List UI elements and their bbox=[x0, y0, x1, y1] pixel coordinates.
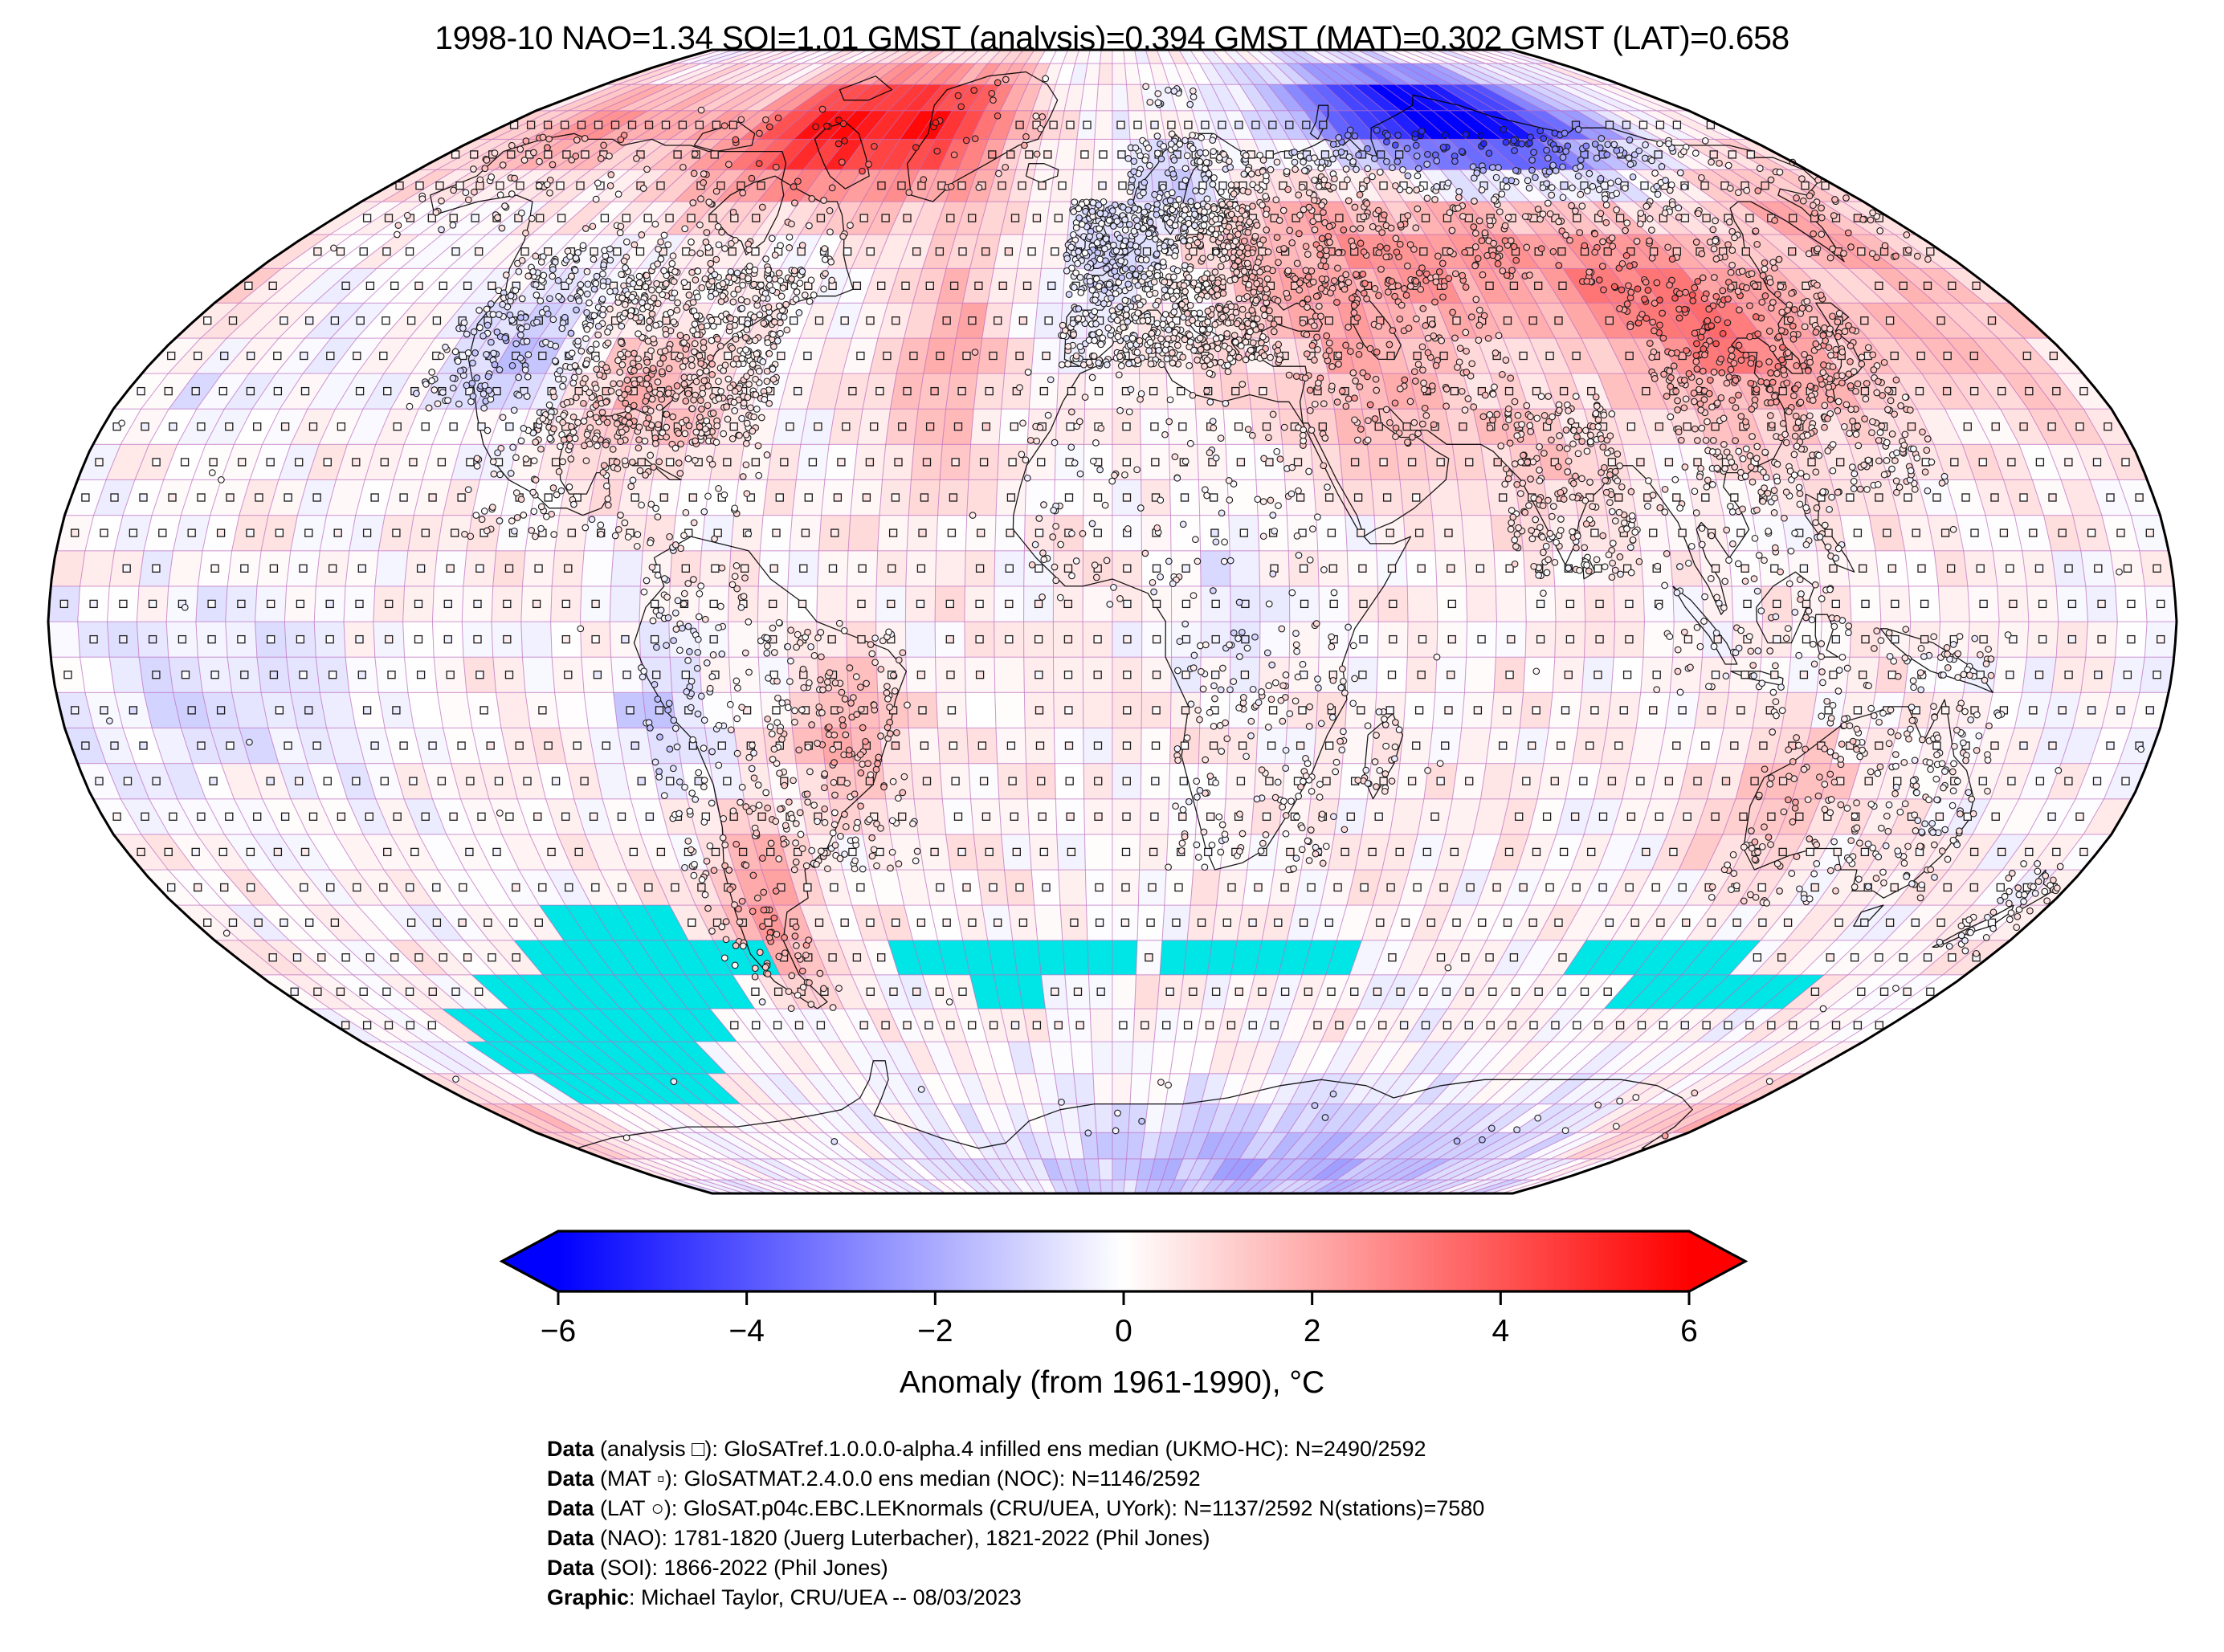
colorbar-tick-label: −6 bbox=[541, 1314, 576, 1348]
caption-line-text: (SOI): 1866-2022 (Phil Jones) bbox=[594, 1556, 888, 1580]
caption-line-keyword: Data bbox=[547, 1556, 594, 1580]
caption-line-text: (LAT ○): GloSAT.p04c.EBC.LEKnormals (CRU… bbox=[594, 1496, 1485, 1520]
colorbar-tick-label: 4 bbox=[1492, 1314, 1509, 1348]
grid-square-markers bbox=[59, 120, 2165, 1030]
caption-line-keyword: Data bbox=[547, 1437, 594, 1461]
colorbar-tick-label: 2 bbox=[1304, 1314, 1321, 1348]
colorbar: −6 −4 −2 0 2 4 6 bbox=[499, 1230, 1749, 1348]
caption-line-text: : Michael Taylor, CRU/UEA -- 08/03/2023 bbox=[629, 1585, 1022, 1609]
caption-line-graphic: Graphic: Michael Taylor, CRU/UEA -- 08/0… bbox=[547, 1583, 1484, 1613]
colorbar-tick-label: 0 bbox=[1115, 1314, 1132, 1348]
caption-line-mat: Data (MAT ▫): GloSATMAT.2.4.0.0 ens medi… bbox=[547, 1464, 1484, 1494]
caption-line-keyword: Data bbox=[547, 1466, 594, 1491]
colorbar-gradient-bar bbox=[499, 1230, 1749, 1293]
caption-line-nao: Data (NAO): 1781-1820 (Juerg Luterbacher… bbox=[547, 1524, 1484, 1553]
caption-line-soi: Data (SOI): 1866-2022 (Phil Jones) bbox=[547, 1553, 1484, 1583]
station-markers bbox=[106, 75, 2144, 1145]
colorbar-tick-label: 6 bbox=[1680, 1314, 1698, 1348]
colorbar-label: Anomaly (from 1961-1990), °C bbox=[899, 1365, 1325, 1400]
caption-line-text: (MAT ▫): GloSATMAT.2.4.0.0 ens median (N… bbox=[594, 1466, 1201, 1491]
map-boundary bbox=[47, 48, 2178, 1195]
caption-line-keyword: Data bbox=[547, 1526, 594, 1550]
colorbar-tick-label: −4 bbox=[728, 1314, 764, 1348]
caption-line-text: (NAO): 1781-1820 (Juerg Luterbacher), 18… bbox=[594, 1526, 1210, 1550]
caption-line-analysis: Data (analysis □): GloSATref.1.0.0.0-alp… bbox=[547, 1434, 1484, 1464]
caption-line-text: (analysis □): GloSATref.1.0.0.0-alpha.4 … bbox=[594, 1437, 1426, 1461]
caption-line-keyword: Graphic bbox=[547, 1585, 630, 1609]
caption-block: Data (analysis □): GloSATref.1.0.0.0-alp… bbox=[547, 1434, 1484, 1613]
colorbar-tick-label: −2 bbox=[917, 1314, 953, 1348]
caption-line-lat: Data (LAT ○): GloSAT.p04c.EBC.LEKnormals… bbox=[547, 1494, 1484, 1524]
caption-line-keyword: Data bbox=[547, 1496, 594, 1520]
